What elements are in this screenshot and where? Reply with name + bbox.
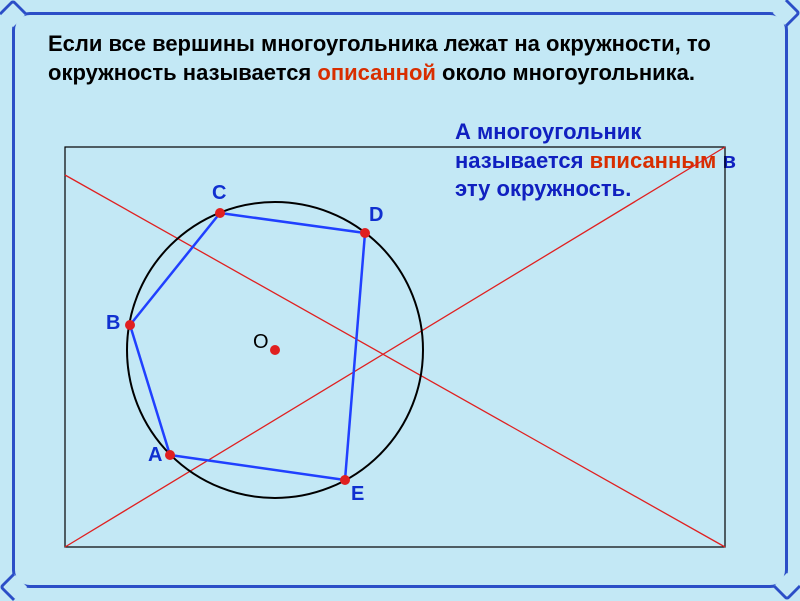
svg-text:D: D (369, 204, 383, 226)
text1-part2: около многоугольника. (436, 60, 695, 85)
corner-ornament (773, 0, 800, 27)
geometry-diagram: O A B C D E (35, 125, 755, 565)
text1-highlight: описанной (317, 60, 436, 85)
corner-ornament (773, 573, 800, 601)
definition-text-1: Если все вершины многоугольника лежат на… (48, 30, 748, 87)
svg-text:C: C (212, 182, 226, 204)
svg-text:B: B (106, 312, 120, 334)
corner-ornament (0, 573, 27, 601)
svg-text:O: O (253, 331, 269, 353)
corner-ornament (0, 0, 27, 27)
svg-text:E: E (351, 483, 364, 505)
svg-text:A: A (148, 444, 162, 466)
diagram-svg: O A B C D E (35, 125, 755, 565)
